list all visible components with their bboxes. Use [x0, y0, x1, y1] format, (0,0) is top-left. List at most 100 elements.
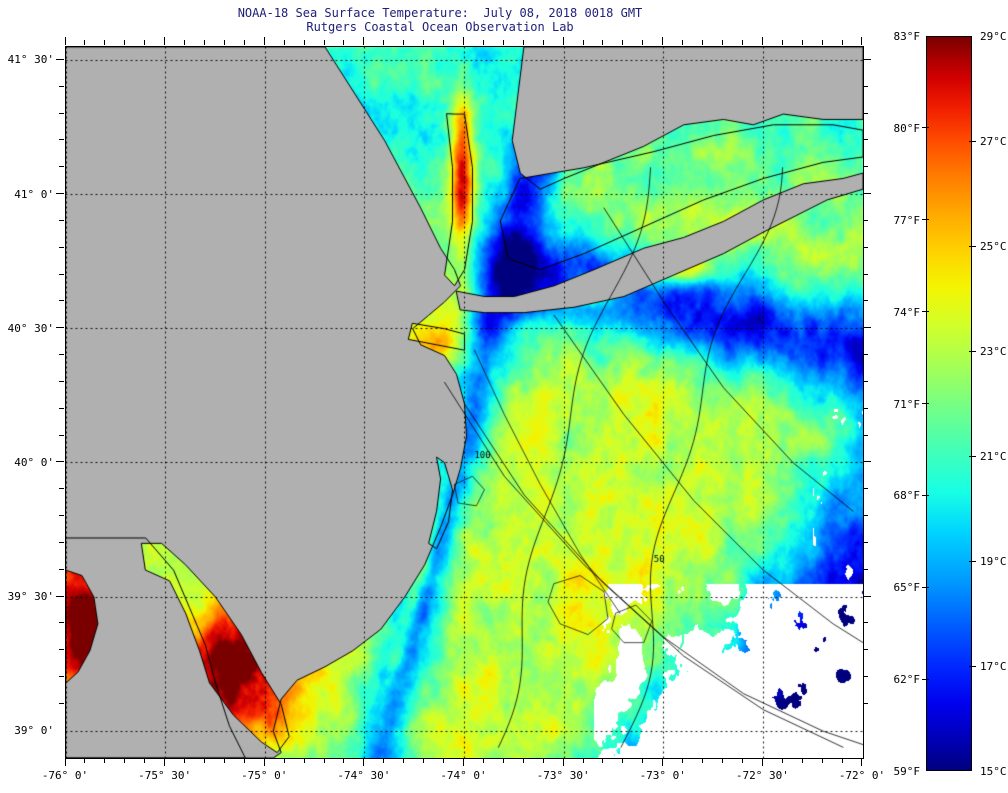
x-tick — [602, 758, 603, 763]
x-tick — [583, 758, 584, 763]
x-tick-top — [224, 40, 225, 45]
x-tick — [65, 758, 66, 766]
x-tick — [423, 758, 424, 763]
y-tick-right — [863, 220, 868, 221]
colorbar-label-f-7: 62°F — [893, 673, 921, 687]
colorbar[interactable] — [926, 36, 972, 771]
x-tick — [543, 758, 544, 763]
colorbar-label-f-3: 74°F — [893, 305, 921, 319]
x-tick-top — [423, 40, 424, 45]
y-axis-label-5: 39° 0' — [14, 724, 54, 738]
x-tick — [762, 758, 763, 766]
y-tick-right — [863, 139, 868, 140]
x-tick — [742, 758, 743, 763]
y-axis-label-2: 40° 30' — [7, 321, 54, 335]
x-tick-top — [443, 40, 444, 45]
x-tick — [563, 758, 564, 766]
colorbar-tick-f-1 — [922, 127, 929, 128]
x-tick-top — [602, 40, 603, 45]
x-tick — [84, 758, 85, 763]
y-tick-right — [863, 354, 868, 355]
x-tick-top — [503, 40, 504, 45]
x-tick — [702, 758, 703, 763]
x-tick — [463, 758, 464, 766]
y-tick-right — [863, 327, 871, 328]
x-tick — [304, 758, 305, 763]
colorbar-tick-f-4 — [922, 403, 929, 404]
y-tick-right — [863, 435, 868, 436]
x-tick — [204, 758, 205, 763]
colorbar-tick-f-2 — [922, 219, 929, 220]
x-tick-top — [583, 40, 584, 45]
x-tick-top — [363, 37, 364, 45]
y-tick — [59, 381, 64, 382]
x-tick-top — [343, 40, 344, 45]
y-tick-right — [863, 274, 868, 275]
colorbar-label-c-4: 21°C — [980, 450, 1007, 463]
y-axis-label-4: 39° 30' — [7, 590, 54, 604]
x-axis-label-7: -72° 30' — [735, 769, 789, 782]
x-tick — [184, 758, 185, 763]
x-tick-top — [164, 37, 165, 45]
x-tick — [164, 758, 165, 766]
x-tick — [842, 758, 843, 763]
x-tick-top — [104, 40, 105, 45]
colorbar-tick-f-7 — [922, 679, 929, 680]
y-tick — [59, 435, 64, 436]
x-tick-top — [304, 40, 305, 45]
x-tick-top — [204, 40, 205, 45]
y-axis-label-3: 40° 0' — [14, 455, 54, 469]
colorbar-tick-c-5 — [969, 561, 976, 562]
x-tick — [622, 758, 623, 763]
y-tick-right — [863, 193, 871, 194]
x-tick-top — [264, 37, 265, 45]
colorbar-label-c-5: 19°C — [980, 555, 1007, 568]
y-tick — [59, 408, 64, 409]
x-tick-top — [124, 40, 125, 45]
chart-title-block: NOAA-18 Sea Surface Temperature: July 08… — [0, 6, 880, 34]
x-tick-top — [842, 40, 843, 45]
y-tick — [56, 59, 64, 60]
x-tick-top — [861, 37, 862, 45]
x-tick — [443, 758, 444, 763]
y-tick-right — [863, 113, 868, 114]
page-subtitle: Rutgers Coastal Ocean Observation Lab — [306, 20, 574, 34]
colorbar-tick-c-4 — [969, 456, 976, 457]
sst-map-plot-area[interactable] — [65, 46, 864, 759]
x-tick — [144, 758, 145, 763]
colorbar-label-f-1: 80°F — [893, 121, 921, 135]
y-tick — [59, 542, 64, 543]
x-axis-label-8: -72° 0' — [838, 769, 886, 782]
colorbar-label-c-0: 29°C — [980, 30, 1007, 43]
y-tick — [56, 327, 64, 328]
y-tick-right — [863, 86, 868, 87]
y-axis-label-1: 41° 0' — [14, 187, 54, 201]
x-tick-top — [622, 40, 623, 45]
y-tick — [56, 461, 64, 462]
colorbar-label-f-4: 71°F — [893, 397, 921, 411]
x-tick — [363, 758, 364, 766]
y-tick — [56, 596, 64, 597]
colorbar-label-c-3: 23°C — [980, 345, 1007, 358]
x-tick-top — [543, 40, 544, 45]
x-tick — [383, 758, 384, 763]
colorbar-tick-f-3 — [922, 311, 929, 312]
y-tick — [59, 515, 64, 516]
y-tick — [59, 649, 64, 650]
y-tick — [59, 569, 64, 570]
x-tick-top — [822, 40, 823, 45]
y-tick-right — [863, 596, 871, 597]
x-tick-top — [65, 37, 66, 45]
x-tick-top — [563, 37, 564, 45]
y-tick-right — [863, 461, 871, 462]
colorbar-tick-c-3 — [969, 351, 976, 352]
colorbar-label-f-5: 68°F — [893, 489, 921, 503]
y-tick-right — [863, 300, 868, 301]
colorbar-gradient — [926, 36, 972, 771]
x-tick — [642, 758, 643, 763]
colorbar-tick-c-2 — [969, 246, 976, 247]
x-tick — [722, 758, 723, 763]
x-tick-top — [762, 37, 763, 45]
x-axis-label-4: -74° 0' — [440, 769, 487, 782]
x-axis-label-6: -73° 0' — [639, 769, 686, 782]
